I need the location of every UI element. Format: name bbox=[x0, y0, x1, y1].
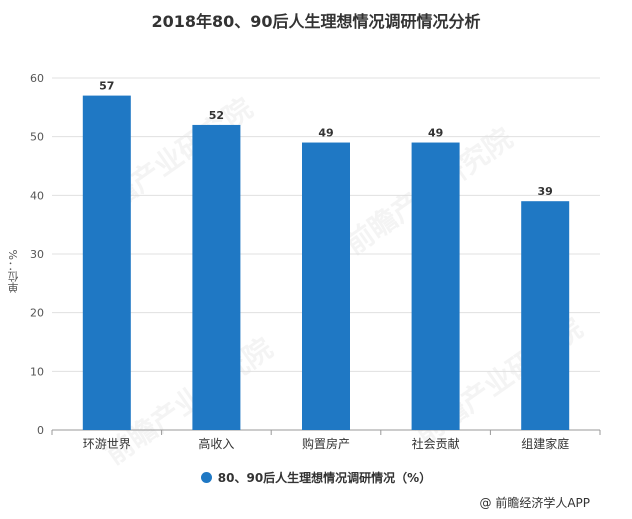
x-tick-label: 购置房产 bbox=[302, 436, 350, 451]
data-label: 57 bbox=[99, 80, 114, 93]
bar bbox=[411, 142, 460, 431]
bar bbox=[82, 95, 131, 430]
y-tick-label: 20 bbox=[30, 307, 44, 320]
y-tick-labels: 0 10 20 30 40 50 60 bbox=[30, 72, 44, 437]
x-tick-label: 社会贡献 bbox=[412, 436, 460, 451]
bar bbox=[302, 142, 350, 431]
legend-label: 80、90后人生理想情况调研情况（%） bbox=[217, 471, 432, 485]
data-label: 52 bbox=[209, 109, 224, 122]
bar bbox=[192, 124, 241, 430]
source-credit: @ 前瞻经济学人APP bbox=[479, 496, 591, 510]
legend-marker bbox=[200, 472, 212, 483]
chart-title: 2018年80、90后人生理想情况调研情况分析 bbox=[151, 12, 481, 31]
x-tick-label: 环游世界 bbox=[83, 437, 131, 451]
x-tick-label: 组建家庭 bbox=[521, 436, 569, 451]
data-label: 49 bbox=[428, 127, 443, 140]
legend: 80、90后人生理想情况调研情况（%） bbox=[0, 469, 632, 486]
y-axis-label: 单位：% bbox=[7, 249, 20, 293]
data-label: 49 bbox=[318, 127, 333, 140]
y-tick-label: 60 bbox=[30, 72, 44, 85]
bars bbox=[82, 95, 570, 431]
y-tick-label: 40 bbox=[30, 189, 44, 202]
y-tick-label: 0 bbox=[37, 424, 44, 437]
bar bbox=[521, 201, 570, 430]
x-tick-labels: 环游世界 高收入 购置房产 社会贡献 组建家庭 bbox=[51, 430, 601, 451]
x-tick-label: 高收入 bbox=[198, 436, 234, 451]
y-tick-label: 30 bbox=[30, 248, 44, 261]
data-label: 39 bbox=[538, 185, 553, 198]
data-labels: 57 52 49 49 39 bbox=[99, 80, 553, 199]
y-tick-label: 10 bbox=[30, 365, 44, 378]
y-tick-label: 50 bbox=[30, 131, 44, 144]
